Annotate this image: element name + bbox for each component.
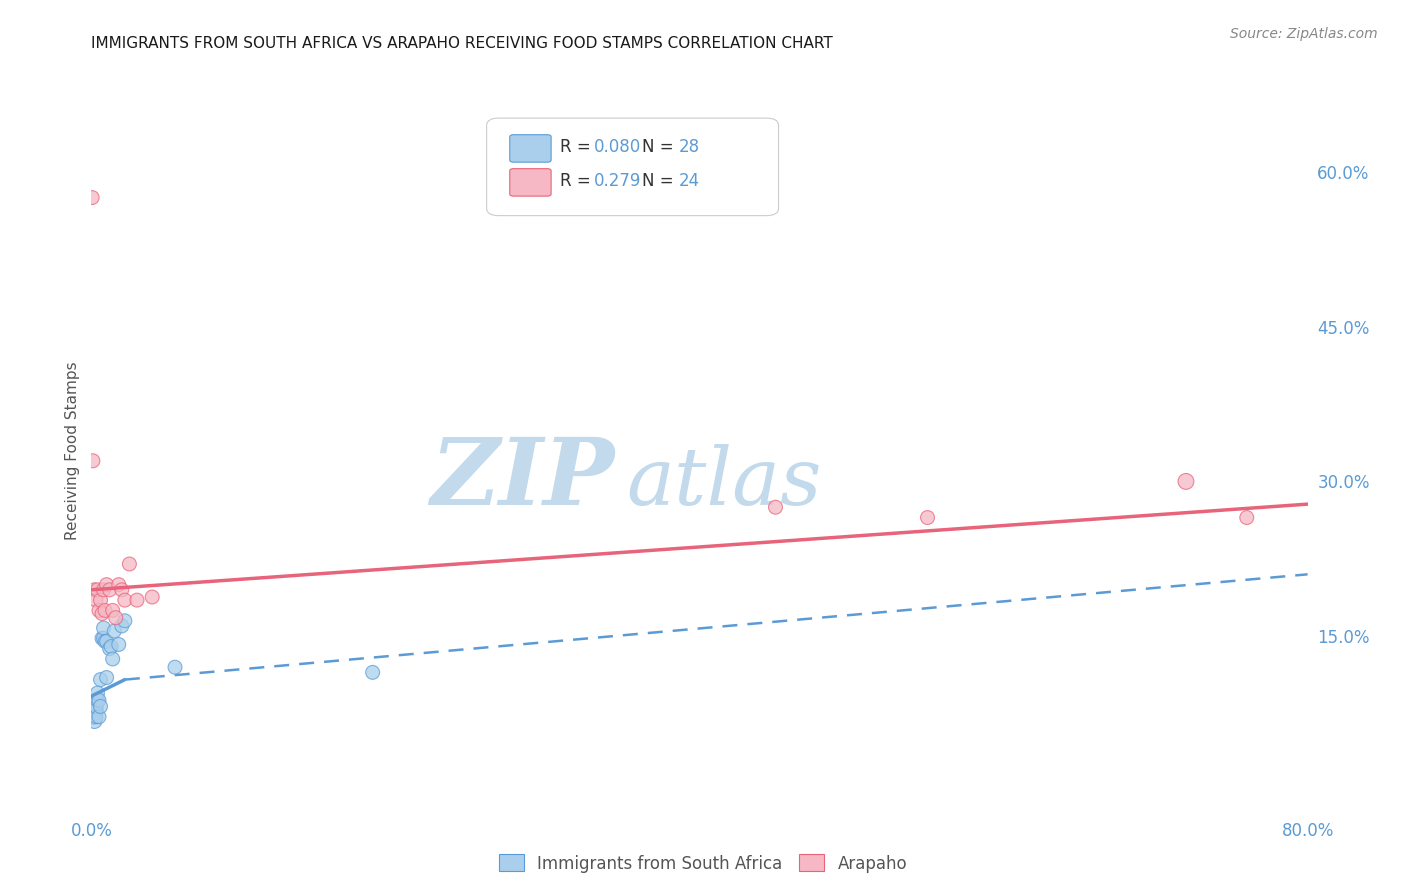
Point xyxy=(111,619,134,633)
Point xyxy=(86,693,108,707)
Point xyxy=(93,632,115,646)
Point xyxy=(361,665,384,680)
Point xyxy=(82,191,104,205)
Point xyxy=(93,582,115,597)
Text: IMMIGRANTS FROM SOUTH AFRICA VS ARAPAHO RECEIVING FOOD STAMPS CORRELATION CHART: IMMIGRANTS FROM SOUTH AFRICA VS ARAPAHO … xyxy=(91,36,834,51)
Point xyxy=(917,510,939,524)
Point xyxy=(87,603,110,617)
Point xyxy=(82,704,104,718)
Point xyxy=(111,582,134,597)
Point xyxy=(96,671,118,685)
Text: N =: N = xyxy=(643,138,679,156)
Point xyxy=(83,582,105,597)
Point xyxy=(89,593,111,607)
Text: 0.080: 0.080 xyxy=(593,138,641,156)
Point xyxy=(84,593,107,607)
Text: Source: ZipAtlas.com: Source: ZipAtlas.com xyxy=(1230,27,1378,41)
Legend: Immigrants from South Africa, Arapaho: Immigrants from South Africa, Arapaho xyxy=(492,847,914,880)
Point xyxy=(103,624,125,639)
Point xyxy=(1174,475,1197,489)
Text: N =: N = xyxy=(643,172,679,190)
Point xyxy=(163,660,186,674)
Point xyxy=(82,454,104,468)
Point xyxy=(107,638,129,652)
Point xyxy=(84,710,107,724)
Point xyxy=(114,593,136,607)
Text: R =: R = xyxy=(560,138,596,156)
Point xyxy=(86,582,108,597)
Point xyxy=(82,710,104,724)
Point xyxy=(100,640,122,654)
Point xyxy=(91,632,114,646)
Point xyxy=(98,582,121,597)
Text: 24: 24 xyxy=(679,172,700,190)
Point xyxy=(89,699,111,714)
Point xyxy=(107,577,129,591)
Point xyxy=(86,686,108,700)
Point xyxy=(94,603,117,617)
Point xyxy=(141,590,163,604)
Point xyxy=(87,693,110,707)
Y-axis label: Receiving Food Stamps: Receiving Food Stamps xyxy=(65,361,80,540)
Text: 0.279: 0.279 xyxy=(593,172,641,190)
Point xyxy=(83,699,105,714)
FancyBboxPatch shape xyxy=(486,118,779,216)
Point xyxy=(98,641,121,656)
Point xyxy=(83,714,105,728)
FancyBboxPatch shape xyxy=(510,169,551,196)
Point xyxy=(101,603,124,617)
Point xyxy=(1236,510,1258,524)
Point xyxy=(125,593,148,607)
Point xyxy=(101,652,124,666)
Point xyxy=(118,557,141,571)
Point xyxy=(89,673,111,687)
Point xyxy=(96,577,118,591)
Text: ZIP: ZIP xyxy=(430,434,614,524)
Point xyxy=(84,699,107,714)
Text: 28: 28 xyxy=(679,138,700,156)
Point xyxy=(114,614,136,628)
Point xyxy=(91,607,114,621)
Text: atlas: atlas xyxy=(627,444,823,522)
Point xyxy=(87,710,110,724)
Point xyxy=(94,634,117,648)
Point xyxy=(765,500,787,515)
Text: R =: R = xyxy=(560,172,596,190)
Point xyxy=(104,610,127,624)
Point xyxy=(93,621,115,635)
Point xyxy=(83,704,105,718)
FancyBboxPatch shape xyxy=(510,135,551,162)
Point xyxy=(96,634,118,648)
